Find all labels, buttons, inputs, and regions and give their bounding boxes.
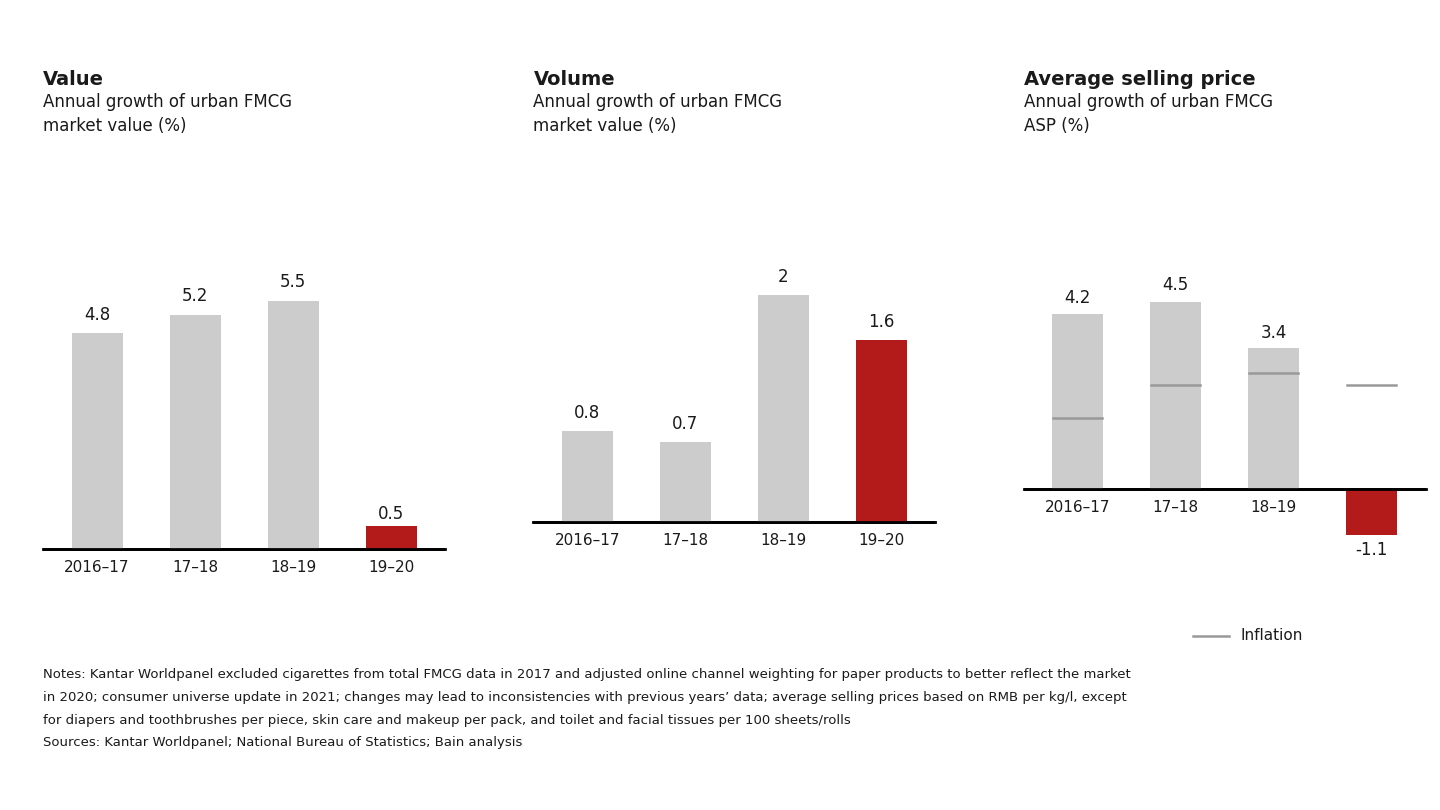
Text: 0.7: 0.7 [672, 416, 698, 433]
Text: 2: 2 [778, 268, 789, 286]
Text: 4.8: 4.8 [84, 306, 111, 324]
Bar [855, 340, 907, 522]
Text: Annual growth of urban FMCG
market value (%): Annual growth of urban FMCG market value… [43, 93, 292, 135]
Text: 0.5: 0.5 [379, 505, 405, 522]
Text: 4.5: 4.5 [1162, 276, 1189, 294]
Bar [72, 333, 122, 549]
Text: in 2020; consumer universe update in 2021; changes may lead to inconsistencies w: in 2020; consumer universe update in 202… [43, 691, 1128, 704]
Text: 0.8: 0.8 [575, 404, 600, 422]
Text: Annual growth of urban FMCG
market value (%): Annual growth of urban FMCG market value… [533, 93, 782, 135]
Text: -1.1: -1.1 [1355, 541, 1388, 559]
Bar [268, 301, 318, 549]
Bar [1248, 347, 1299, 489]
Bar [366, 526, 416, 549]
Text: 4.2: 4.2 [1064, 289, 1092, 307]
Text: Value: Value [43, 70, 104, 89]
Bar [757, 295, 809, 522]
Text: Annual growth of urban FMCG
ASP (%): Annual growth of urban FMCG ASP (%) [1024, 93, 1273, 135]
Text: Sources: Kantar Worldpanel; National Bureau of Statistics; Bain analysis: Sources: Kantar Worldpanel; National Bur… [43, 736, 523, 749]
Bar [1151, 302, 1201, 489]
Text: 5.5: 5.5 [279, 273, 307, 292]
Bar [1346, 489, 1397, 535]
Text: Notes: Kantar Worldpanel excluded cigarettes from total FMCG data in 2017 and ad: Notes: Kantar Worldpanel excluded cigare… [43, 668, 1130, 681]
Bar [170, 314, 220, 549]
Text: Inflation: Inflation [1240, 629, 1302, 643]
Text: for diapers and toothbrushes per piece, skin care and makeup per pack, and toile: for diapers and toothbrushes per piece, … [43, 714, 851, 727]
Text: 1.6: 1.6 [868, 313, 894, 331]
Bar [660, 442, 711, 522]
Bar [1053, 314, 1103, 489]
Text: Volume: Volume [533, 70, 615, 89]
Text: 3.4: 3.4 [1260, 324, 1287, 342]
Text: Average selling price: Average selling price [1024, 70, 1256, 89]
Bar [562, 431, 613, 522]
Text: 5.2: 5.2 [181, 288, 209, 305]
